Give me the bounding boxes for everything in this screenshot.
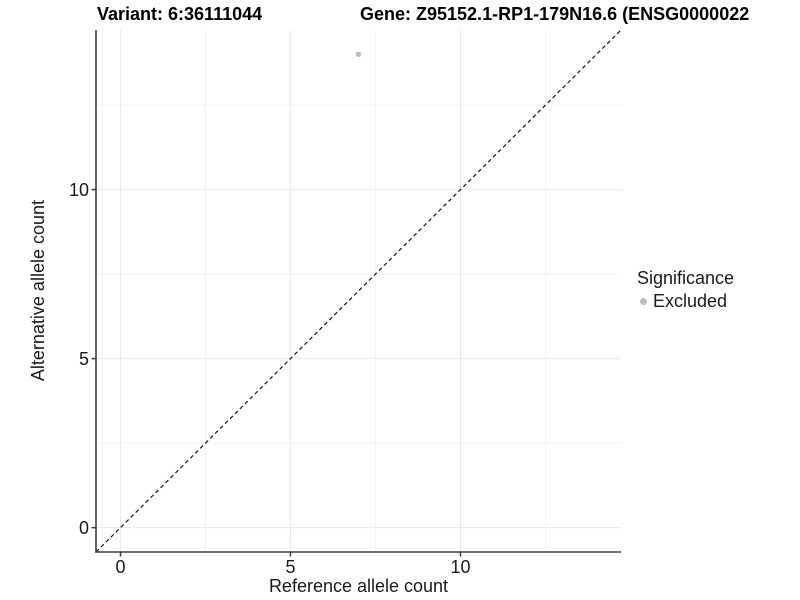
y-tick-label: 0 <box>78 517 89 538</box>
y-tick-label: 10 <box>68 179 89 200</box>
y-tick-label: 5 <box>78 348 89 369</box>
legend: Significance Excluded <box>637 268 734 312</box>
legend-title: Significance <box>637 268 735 288</box>
legend-item-excluded: Excluded <box>637 291 734 312</box>
x-tick-label: 0 <box>115 557 126 577</box>
legend-point-icon <box>640 298 647 305</box>
x-tick-label: 10 <box>450 557 471 577</box>
plot-title-variant: Variant: 6:36111044 <box>97 4 263 24</box>
y-axis-title: Alternative allele count <box>26 30 50 552</box>
plot-title-gene: Gene: Z95152.1-RP1-179N16.6 (ENSG0000022 <box>360 4 750 24</box>
legend-item-label: Excluded <box>653 291 728 311</box>
x-axis-title: Reference allele count <box>268 576 449 596</box>
scatter-plot-canvas <box>91 29 622 557</box>
plot-panel <box>91 29 622 557</box>
identity-line <box>95 29 622 553</box>
data-point-excluded <box>355 51 362 58</box>
y-axis-title-text: Alternative allele count <box>27 200 48 382</box>
x-tick-label: 5 <box>285 557 296 577</box>
